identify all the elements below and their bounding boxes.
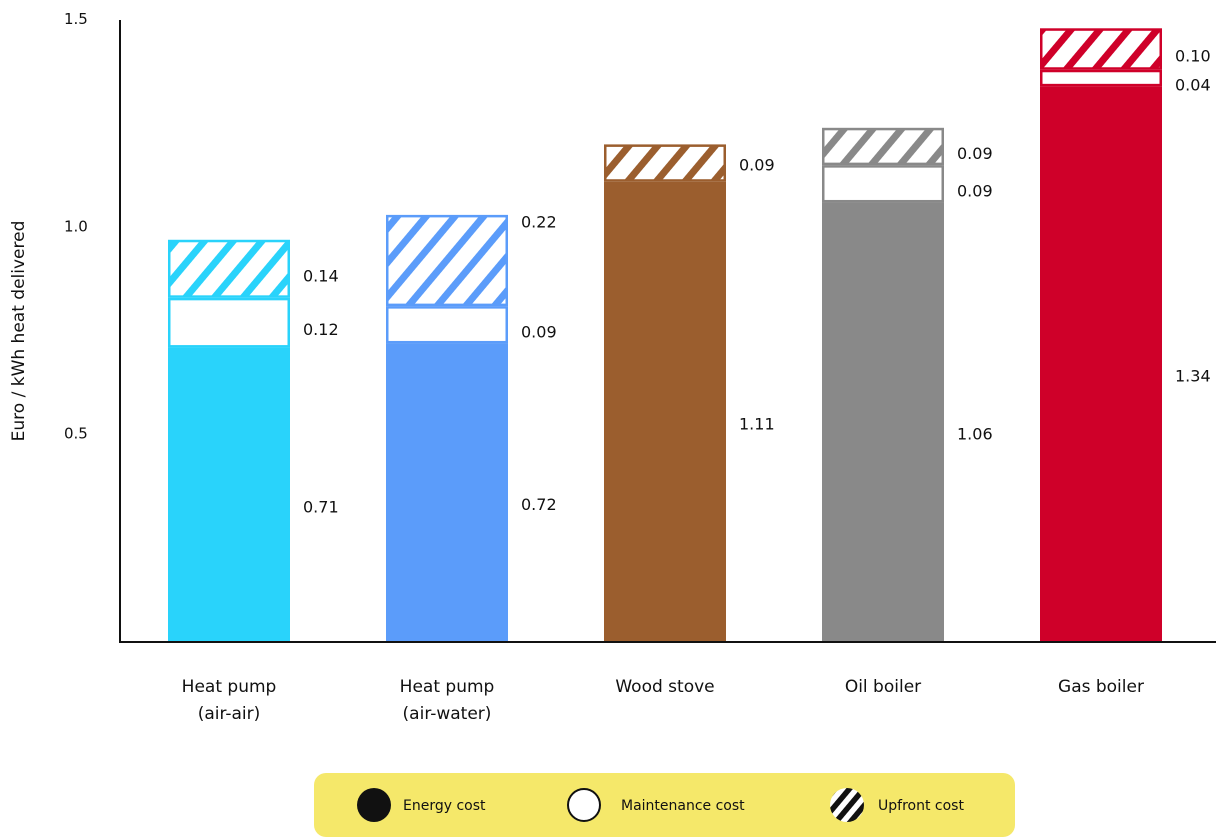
bar-energy-1 <box>386 343 508 642</box>
value-label-energy-0: 0.71 <box>303 497 339 516</box>
category-label-1: (air-water) <box>403 704 492 724</box>
legend-box <box>314 773 1015 837</box>
value-label-maintenance-4: 0.04 <box>1175 76 1211 95</box>
value-label-upfront-2: 0.09 <box>739 156 775 175</box>
value-label-upfront-3: 0.09 <box>957 144 993 163</box>
bars-group <box>168 28 1162 642</box>
value-label-upfront-4: 0.10 <box>1175 47 1211 66</box>
value-label-maintenance-1: 0.09 <box>521 322 557 341</box>
filled-circle-icon <box>357 788 391 822</box>
bar-energy-4 <box>1040 86 1162 642</box>
bar-maintenance-4 <box>1040 69 1162 87</box>
value-label-energy-3: 1.06 <box>957 425 993 444</box>
y-tick-label: 1.5 <box>64 10 88 28</box>
hollow-circle-icon <box>567 788 601 822</box>
legend: Energy cost Maintenance cost Upfront cost <box>314 773 1015 837</box>
legend-label-2: Upfront cost <box>878 798 964 814</box>
bar-maintenance-3 <box>822 165 944 203</box>
bar-upfront-0 <box>168 239 290 298</box>
legend-label-0: Energy cost <box>403 798 486 814</box>
value-label-upfront-0: 0.14 <box>303 266 339 285</box>
y-tick-label: 0.5 <box>64 425 88 443</box>
value-label-energy-4: 1.34 <box>1175 367 1211 386</box>
axes-group: 0.5 1.0 1.5 Euro / kWh heat delivered <box>9 10 1216 643</box>
bar-energy-3 <box>822 202 944 642</box>
bar-upfront-4 <box>1040 28 1162 70</box>
category-label-2: Wood stove <box>615 677 714 697</box>
category-label-0: Heat pump <box>182 677 277 697</box>
value-label-energy-2: 1.11 <box>739 414 775 433</box>
value-labels-group: 0.71 0.14 0.12 Heat pump (air-air) 0.72 0.22 0.… <box>182 47 1211 724</box>
y-axis-label: Euro / kWh heat delivered <box>9 221 29 442</box>
value-label-maintenance-3: 0.09 <box>957 181 993 200</box>
value-label-maintenance-0: 0.12 <box>303 320 339 339</box>
category-label-4: Gas boiler <box>1058 677 1144 697</box>
value-label-upfront-1: 0.22 <box>521 212 557 231</box>
legend-label-1: Maintenance cost <box>621 798 745 814</box>
bar-maintenance-0 <box>168 297 290 348</box>
y-tick-label: 1.0 <box>64 217 88 235</box>
value-label-energy-1: 0.72 <box>521 495 557 514</box>
category-label-1: Heat pump <box>400 677 495 697</box>
bar-upfront-1 <box>386 214 508 307</box>
category-label-0: (air-air) <box>198 704 261 724</box>
bar-upfront-3 <box>822 127 944 166</box>
category-label-3: Oil boiler <box>845 677 921 697</box>
bar-energy-0 <box>168 347 290 642</box>
bar-maintenance-1 <box>386 306 508 344</box>
bar-upfront-2 <box>604 144 726 182</box>
bar-energy-2 <box>604 181 726 642</box>
hatched-circle-icon <box>830 788 864 822</box>
